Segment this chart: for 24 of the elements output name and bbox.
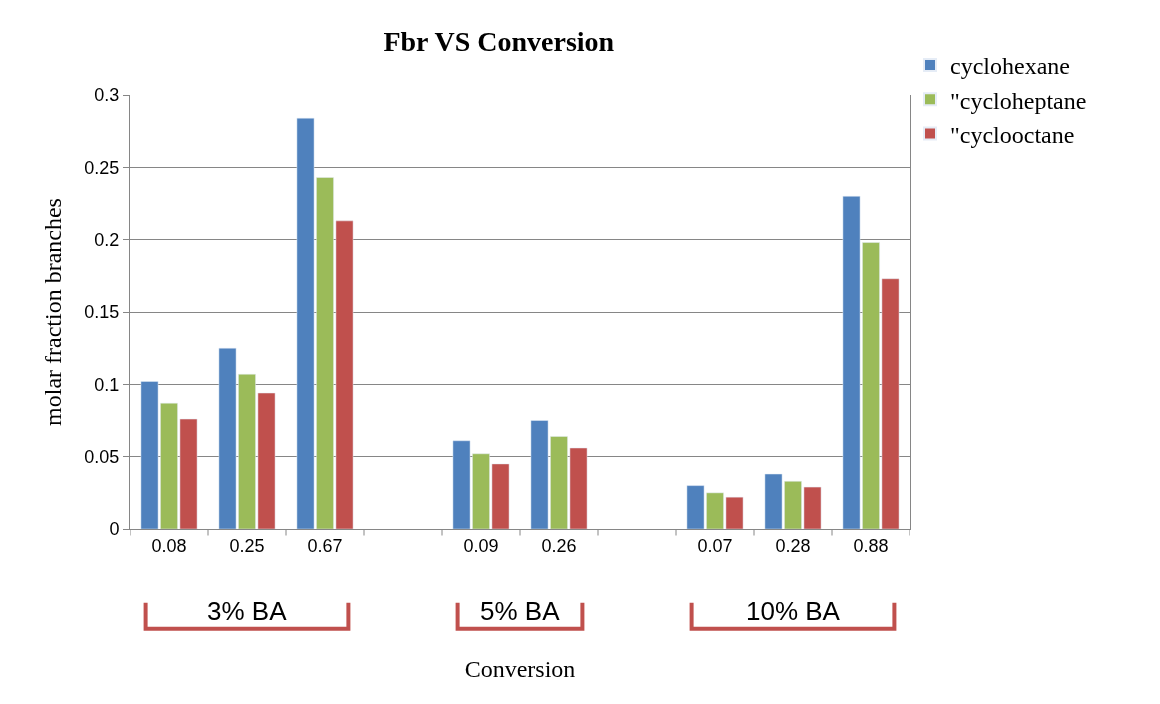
y-tick-label: 0.15 [84, 302, 120, 323]
x-tick-label: 0.67 [307, 535, 343, 556]
y-tick-label: 0.2 [94, 229, 120, 250]
x-tick-label: 0.28 [775, 535, 811, 556]
y-tick-label: 0.05 [84, 446, 120, 467]
text: 5% BA [480, 596, 561, 626]
x-tick-label: 0.26 [541, 535, 577, 556]
y-axis-title: molar fraction branches [40, 198, 67, 426]
x-tick-label: 0.25 [229, 535, 265, 556]
y-tick-label: 0.25 [84, 157, 120, 178]
x-axis-title: Conversion [464, 655, 576, 682]
y-tick-label: 0.1 [94, 374, 120, 395]
y-tick-label: 0.3 [94, 85, 120, 106]
x-tick-label: 0.09 [463, 535, 499, 556]
x-tick-label: 0.88 [853, 535, 889, 556]
x-tick-label: 0.08 [151, 535, 187, 556]
legend-label: "cyclooctane [950, 121, 1075, 148]
chart-title: Fbr VS Conversion [383, 26, 615, 58]
x-tick-label: 0.07 [697, 535, 733, 556]
text: 3% BA [207, 596, 288, 626]
y-tick-label: 0 [109, 519, 120, 540]
legend-label: "cycloheptane [950, 87, 1087, 114]
legend-label: cyclohexane [950, 53, 1070, 80]
text: 10% BA [746, 596, 841, 626]
